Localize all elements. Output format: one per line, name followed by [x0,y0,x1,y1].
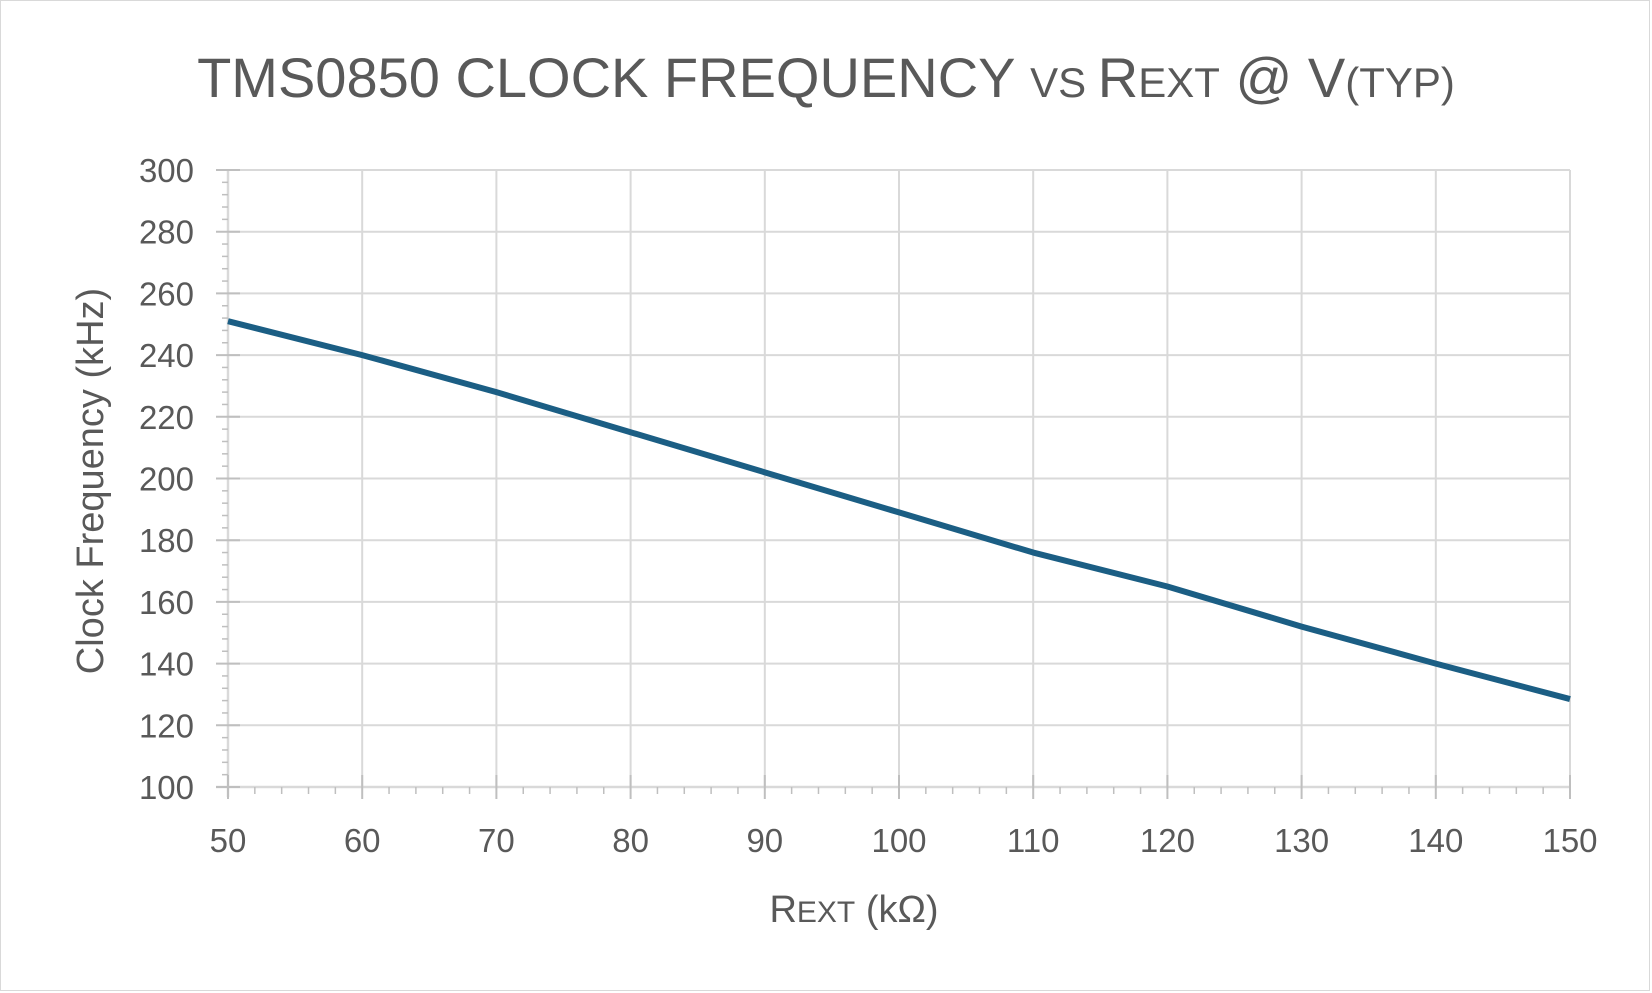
grid-lines [227,169,1571,788]
x-tick-label: 60 [344,822,381,859]
y-tick-label: 280 [139,214,194,251]
y-tick-label: 100 [139,769,194,806]
x-tick-label: 150 [1542,822,1597,859]
x-tick-label: 110 [1007,822,1060,859]
y-tick-label: 220 [139,399,194,436]
x-tick-label: 70 [478,822,515,859]
x-tick-label: 120 [1140,822,1195,859]
text-part: R [1098,46,1138,109]
y-tick-label: 240 [139,337,194,374]
y-tick-label: 260 [139,275,194,312]
x-tick-label: 140 [1408,822,1463,859]
x-tick-label: 90 [746,822,783,859]
y-tick-label: 200 [139,461,194,498]
series-line [227,318,1571,702]
y-axis-title: Clock Frequency (kHz) [70,288,112,674]
axes [216,169,1571,799]
text-part: (kΩ) [855,889,938,931]
x-tick-label: 100 [871,822,926,859]
y-tick-label: 300 [139,152,194,189]
text-part: @ V [1220,46,1346,109]
text-part: R [769,889,796,931]
text-part: VS [1030,59,1098,106]
text-part: EXT [1138,59,1220,106]
y-tick-label: 140 [139,646,194,683]
y-tick-label: 180 [139,522,194,559]
series-layer [227,318,1571,702]
y-tick-label: 160 [139,584,194,621]
text-part: (TYP) [1345,59,1455,106]
text-part: TMS0850 CLOCK FREQUENCY [197,46,1030,109]
x-tick-label: 80 [612,822,649,859]
x-tick-label: 130 [1274,822,1329,859]
chart-title: TMS0850 CLOCK FREQUENCY VS REXT @ V(TYP) [197,46,1455,109]
text-part: EXT [797,896,855,929]
y-tick-label: 120 [139,707,194,744]
x-axis-title: REXT (kΩ) [769,889,938,931]
x-tick-label: 50 [210,822,247,859]
tick-labels: 100 120 140 160 180 200 220 240 260 280 300 50 60 70 8… [139,152,1598,859]
